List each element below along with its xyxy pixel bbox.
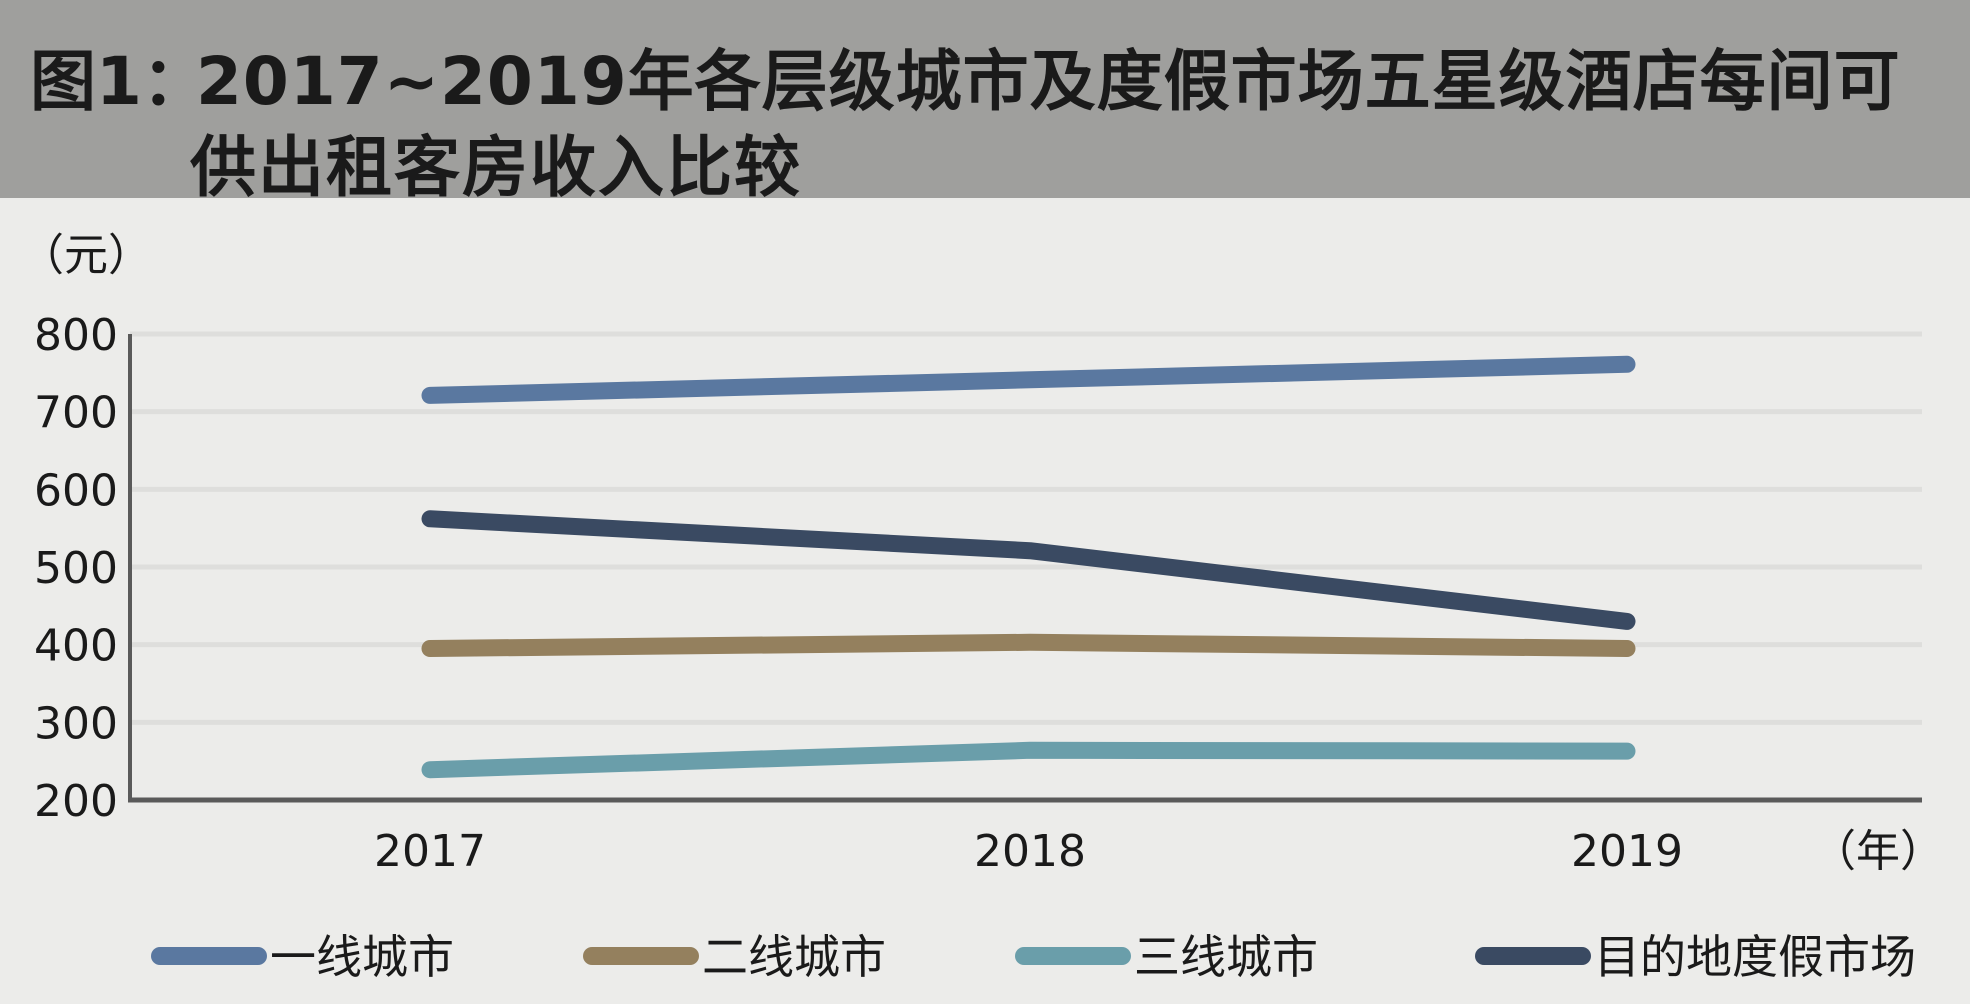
y-tick-label-700: 700 (34, 388, 118, 439)
y-tick-label-800: 800 (34, 310, 118, 361)
legend: 一线城市 二线城市 三线城市 目的地度假市场 (151, 930, 1916, 984)
data-point-4-2019 (1624, 618, 1630, 625)
data-point-3-2017 (427, 766, 433, 773)
x-axis-ticks: 2017 2018 2019 (374, 826, 1683, 877)
y-tick-label-600: 600 (34, 465, 118, 516)
y-tick-label-500: 500 (34, 543, 118, 594)
data-point-1-2018 (1027, 376, 1033, 383)
data-point-3-2019 (1624, 748, 1630, 755)
x-axis-unit-label: （年） (1812, 826, 1944, 877)
chart-title-line-1: 2017~2019年各层级城市及度假市场五星级酒店每间可 (196, 43, 1901, 120)
data-point-2-2019 (1624, 645, 1630, 652)
legend-label-3: 三线城市 (1134, 930, 1318, 984)
y-tick-label-400: 400 (34, 621, 118, 672)
series-line-4 (421, 510, 1636, 630)
data-point-3-2018 (1027, 747, 1033, 754)
x-tick-label-2018: 2018 (974, 826, 1086, 877)
data-point-1-2017 (427, 392, 433, 399)
legend-label-4: 目的地度假市场 (1594, 930, 1916, 984)
title-banner: 图1： 2017~2019年各层级城市及度假市场五星级酒店每间可 供出租客房收入… (0, 0, 1970, 206)
data-point-4-2018 (1027, 547, 1033, 554)
grid-lines (130, 331, 1922, 725)
data-point-2-2018 (1027, 639, 1033, 646)
y-axis-ticks: 800 700 600 500 400 300 200 (34, 310, 118, 827)
data-point-1-2019 (1624, 361, 1630, 368)
data-series (421, 355, 1636, 779)
y-axis-unit-label: （元） (20, 230, 152, 281)
data-point-4-2017 (427, 515, 433, 522)
line-chart: （元） 800 700 600 500 400 300 200 2017 2018 2019 （… (20, 230, 1944, 984)
x-tick-label-2019: 2019 (1571, 826, 1683, 877)
figure-number: 图1： (30, 43, 208, 120)
legend-label-1: 一线城市 (270, 930, 454, 984)
y-tick-label-300: 300 (34, 698, 118, 749)
y-tick-label-200: 200 (34, 776, 118, 827)
legend-label-2: 二线城市 (702, 930, 886, 984)
x-tick-label-2017: 2017 (374, 826, 486, 877)
data-point-2-2017 (427, 645, 433, 652)
chart-title-line-2: 供出租客房收入比较 (190, 129, 802, 206)
series-line-3 (421, 741, 1636, 779)
